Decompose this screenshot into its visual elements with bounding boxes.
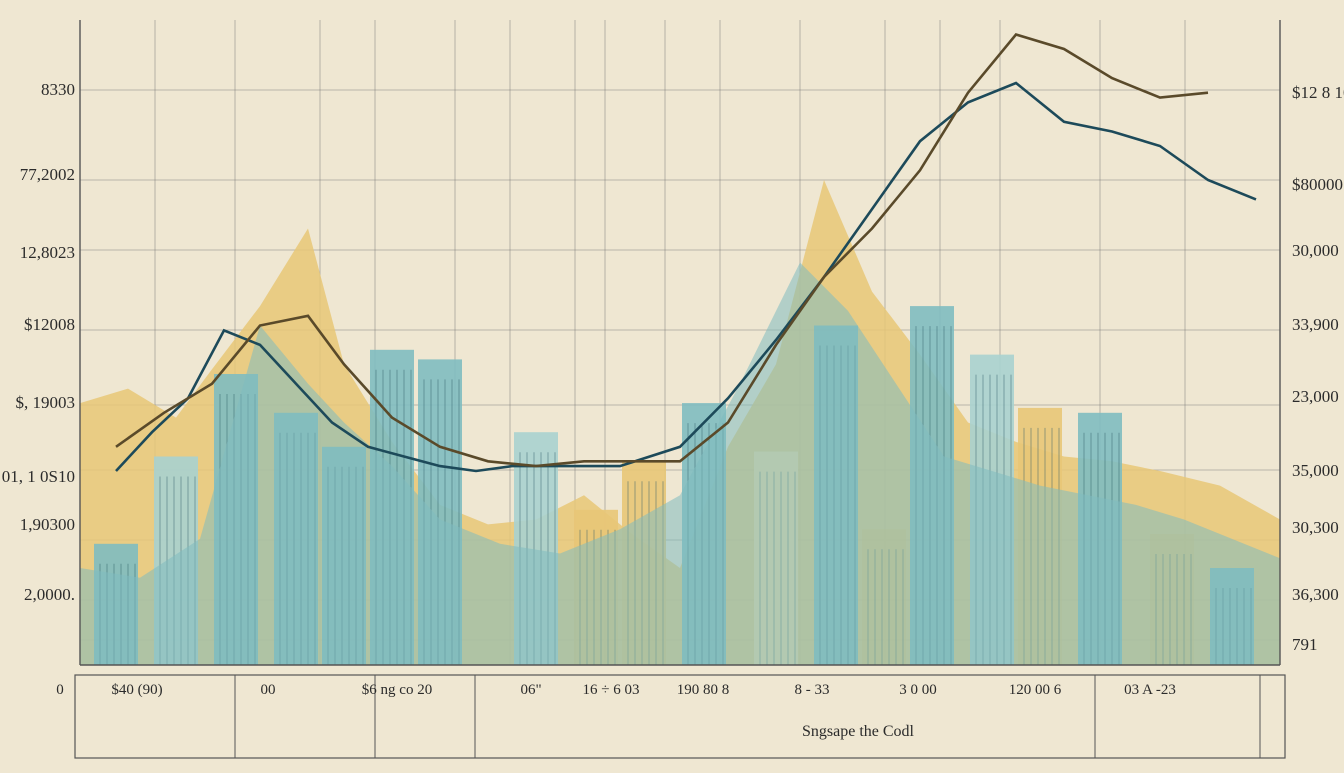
x-tick-label: 03 A -23 [1124,682,1176,698]
y-tick-label-right: 30,300 [1292,518,1339,537]
y-tick-label-right: $80000 [1292,175,1343,194]
x-tick-label: 190 80 8 [677,682,730,698]
y-tick-label-left: 12,8023 [20,243,75,262]
y-tick-label-left: 01, 1 0S10 [2,467,75,486]
series-line-2 [115,33,1209,468]
y-tick-label-right: 35,000 [1292,461,1339,480]
area-teal [80,262,1280,665]
y-tick-label-right: 30,000 [1292,241,1339,260]
y-tick-label-right: 36,300 [1292,585,1339,604]
y-tick-label-left: $12008 [24,315,75,334]
y-tick-label-left: $, 19003 [16,393,76,412]
y-tick-label-right: 791 [1292,635,1318,654]
x-tick-label: 16 ÷ 6 03 [583,682,640,698]
series-line-1 [115,81,1257,473]
x-tick-label: 8 - 33 [795,682,830,698]
y-tick-label-right: 33,900 [1292,315,1339,334]
y-tick-label-left: 77,2002 [20,165,75,184]
y-tick-label-left: 1,90300 [20,515,75,534]
x-tick-label: 3 0 00 [899,682,937,698]
y-tick-label-left: 2,0000. [24,585,75,604]
x-axis-box [74,674,1286,759]
x-tick-label: $40 (90) [111,682,162,698]
x-tick-label: 120 00 6 [1009,682,1062,698]
y-tick-label-right: 23,000 [1292,387,1339,406]
x-tick-label: $6 ng co 20 [362,682,432,698]
y-tick-label-left: 8330 [41,80,75,99]
x-axis-label: Sngsape the Codl [802,723,915,740]
y-tick-label-right: $12 8 10 [1292,83,1344,102]
x-tick-label: 06" [520,682,541,698]
x-tick-label: 0 [56,682,64,698]
x-tick-label: 00 [261,682,276,698]
